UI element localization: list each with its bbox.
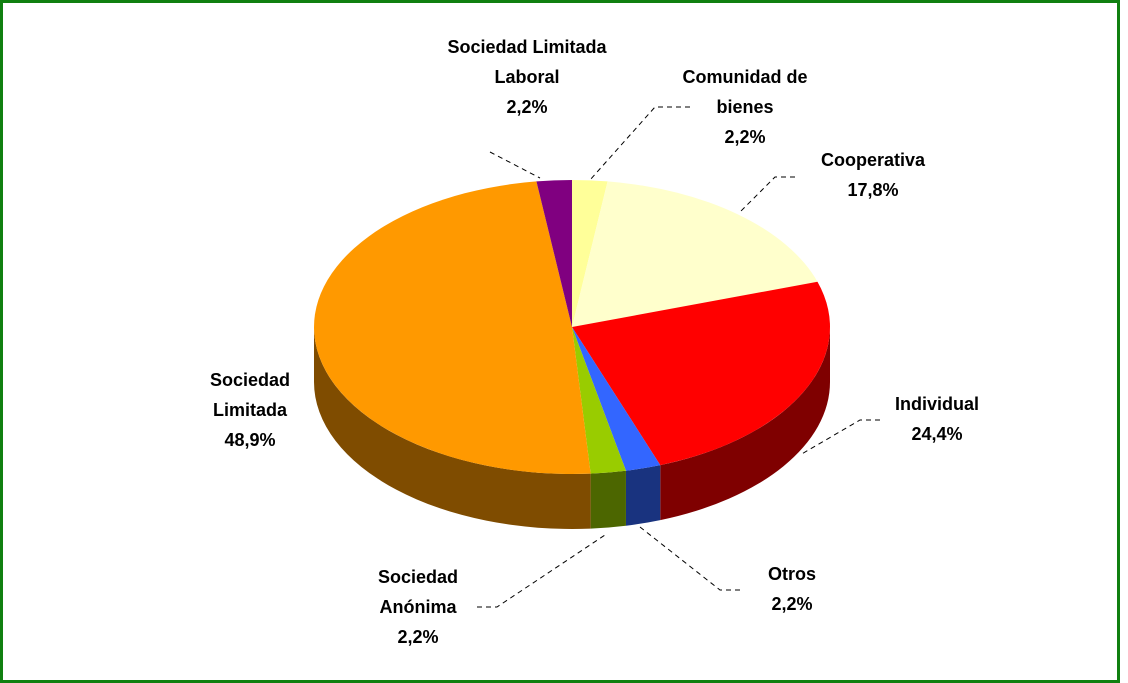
- leader-line: [589, 106, 690, 181]
- category-label: Sociedad Limitada: [209, 370, 291, 420]
- slice: [572, 327, 661, 471]
- slice: [536, 180, 572, 327]
- category-label: Comunidad de bienes: [682, 67, 808, 117]
- value-label: 2,2%: [506, 97, 548, 117]
- slice-label: Individual 24,4%: [877, 389, 997, 449]
- slice-side: [314, 327, 591, 530]
- slice-label: Sociedad Limitada Laboral 2,2%: [437, 32, 617, 122]
- slice-label: Sociedad Limitada 48,9%: [190, 365, 310, 455]
- slice-label: Cooperativa 17,8%: [813, 145, 933, 205]
- slice-label: Otros 2,2%: [742, 559, 842, 619]
- slice: [572, 180, 608, 327]
- leader-line: [489, 151, 541, 179]
- value-label: 2,2%: [397, 627, 439, 647]
- slice-label: Comunidad de bienes 2,2%: [660, 62, 830, 152]
- slice: [313, 181, 591, 475]
- slice: [572, 327, 626, 474]
- leader-line: [639, 526, 740, 591]
- slice: [572, 281, 830, 466]
- leader-line: [799, 419, 880, 456]
- slice: [572, 181, 818, 327]
- value-label: 17,8%: [847, 180, 899, 200]
- category-label: Cooperativa: [820, 150, 926, 170]
- category-label: Sociedad Limitada Laboral: [447, 37, 607, 87]
- leader-line: [739, 176, 795, 213]
- slice-side: [660, 327, 830, 521]
- category-label: Sociedad Anónima: [377, 567, 459, 617]
- slice-side: [590, 470, 626, 529]
- value-label: 2,2%: [724, 127, 766, 147]
- slice-side: [625, 465, 661, 526]
- value-label: 24,4%: [911, 424, 963, 444]
- category-label: Otros: [767, 564, 816, 584]
- category-label: Individual: [894, 394, 979, 414]
- leader-line: [477, 534, 606, 608]
- slice-label: Sociedad Anónima 2,2%: [358, 562, 478, 652]
- value-label: 2,2%: [771, 594, 813, 614]
- value-label: 48,9%: [224, 430, 276, 450]
